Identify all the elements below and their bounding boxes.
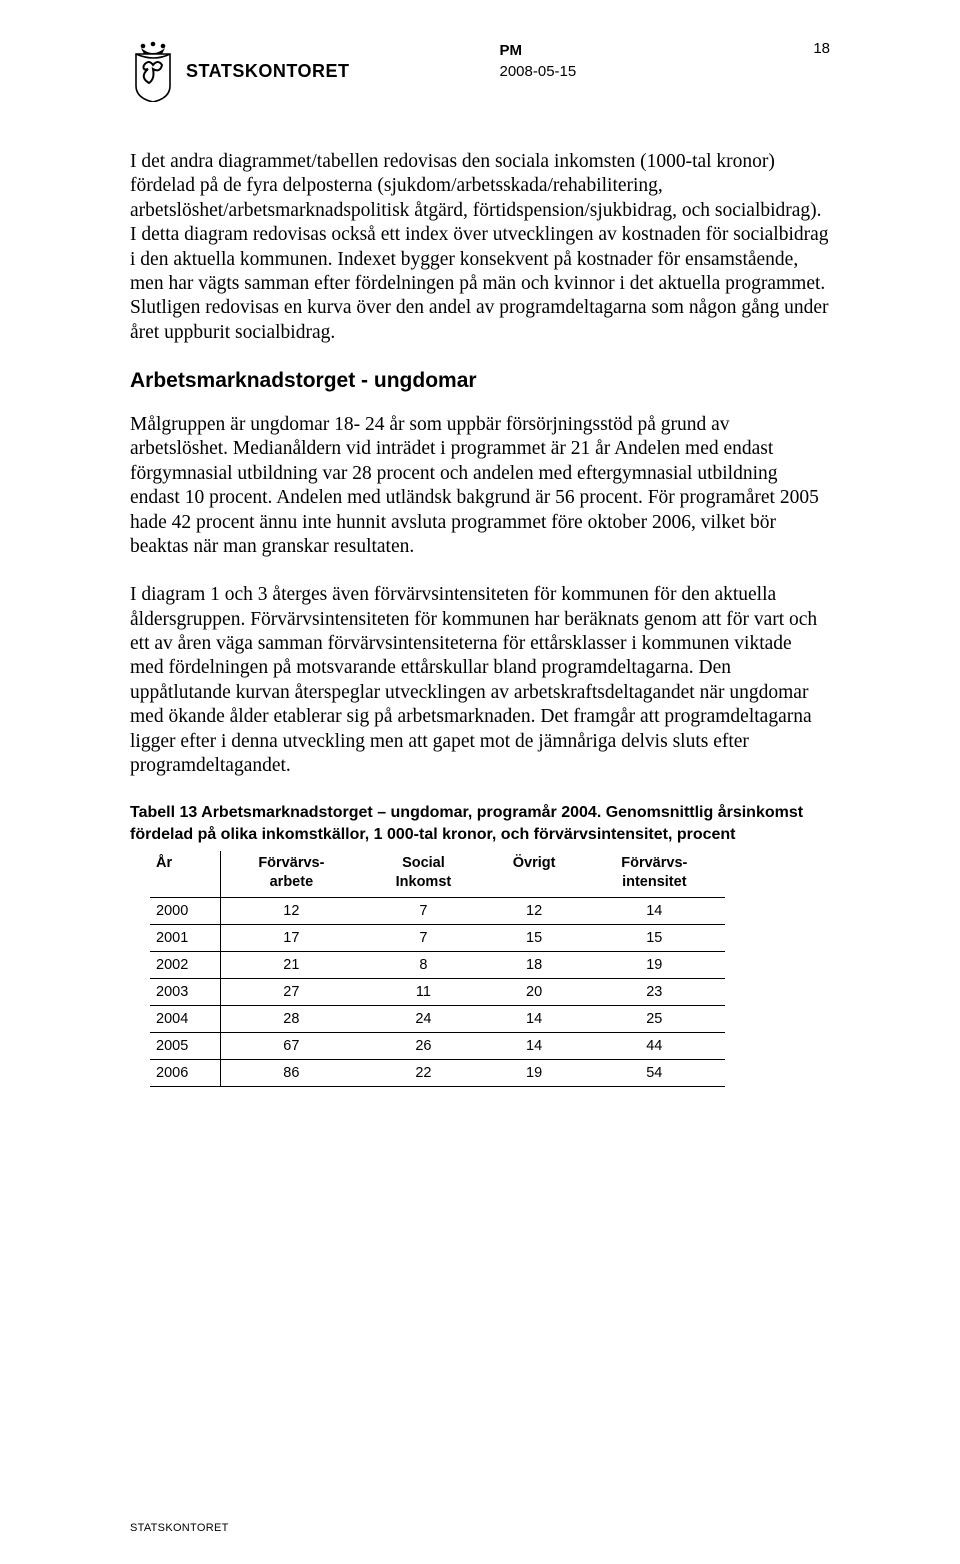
table-cell: 12 [220,897,362,924]
paragraph-3: I diagram 1 och 3 återges även förvärvsi… [130,583,830,778]
paragraph-1: I det andra diagrammet/tabellen redovisa… [130,150,830,345]
table-cell: 15 [584,924,725,951]
table-row: 200686221954 [150,1059,725,1086]
table-cell: 12 [485,897,584,924]
header-date: 2008-05-15 [500,61,791,82]
table-cell: 86 [220,1059,362,1086]
crown-shield-logo-icon [130,40,176,102]
col-forvarvsarbete: Förvärvs- arbete [220,851,362,897]
logo-block: STATSKONTORET [130,40,350,102]
table-cell: 17 [220,924,362,951]
footer-text: STATSKONTORET [130,1522,229,1534]
table-cell: 2006 [150,1059,220,1086]
table-cell: 2004 [150,1005,220,1032]
table-cell: 2005 [150,1032,220,1059]
table-header-row: År Förvärvs- arbete Social Inkomst Övrig… [150,851,725,897]
table-cell: 19 [485,1059,584,1086]
col-social-inkomst: Social Inkomst [362,851,484,897]
table-cell: 24 [362,1005,484,1032]
table-caption: Tabell 13 Arbetsmarknadstorget – ungdoma… [130,802,830,845]
data-table: År Förvärvs- arbete Social Inkomst Övrig… [150,851,725,1086]
paragraph-2: Målgruppen är ungdomar 18- 24 år som upp… [130,413,830,559]
table-cell: 44 [584,1032,725,1059]
table-cell: 2000 [150,897,220,924]
table-cell: 14 [485,1032,584,1059]
table-row: 200428241425 [150,1005,725,1032]
table-cell: 8 [362,951,484,978]
col-forvarvsintensitet: Förvärvs- intensitet [584,851,725,897]
table-cell: 2003 [150,978,220,1005]
table-cell: 18 [485,951,584,978]
table-body: 2000127121420011771515200221818192003271… [150,897,725,1086]
table-cell: 54 [584,1059,725,1086]
col-year: År [150,851,220,897]
header-meta: PM 2008-05-15 [350,40,791,82]
table-cell: 2001 [150,924,220,951]
table-cell: 21 [220,951,362,978]
col-ovrigt: Övrigt [485,851,584,897]
table-cell: 14 [584,897,725,924]
table-cell: 22 [362,1059,484,1086]
table-cell: 25 [584,1005,725,1032]
pm-label: PM [500,40,791,61]
table-cell: 11 [362,978,484,1005]
page-number: 18 [790,40,830,57]
table-cell: 23 [584,978,725,1005]
table-row: 20001271214 [150,897,725,924]
table-cell: 19 [584,951,725,978]
table-cell: 15 [485,924,584,951]
table-cell: 26 [362,1032,484,1059]
table-row: 20022181819 [150,951,725,978]
table-cell: 67 [220,1032,362,1059]
table-cell: 28 [220,1005,362,1032]
table-cell: 7 [362,897,484,924]
section-heading: Arbetsmarknadstorget - ungdomar [130,369,830,393]
table-row: 20011771515 [150,924,725,951]
table-cell: 20 [485,978,584,1005]
table-cell: 27 [220,978,362,1005]
logo-text: STATSKONTORET [186,61,350,82]
table-row: 200567261444 [150,1032,725,1059]
table-cell: 14 [485,1005,584,1032]
table-cell: 2002 [150,951,220,978]
table-cell: 7 [362,924,484,951]
page-header: STATSKONTORET PM 2008-05-15 18 [130,40,830,102]
table-row: 200327112023 [150,978,725,1005]
